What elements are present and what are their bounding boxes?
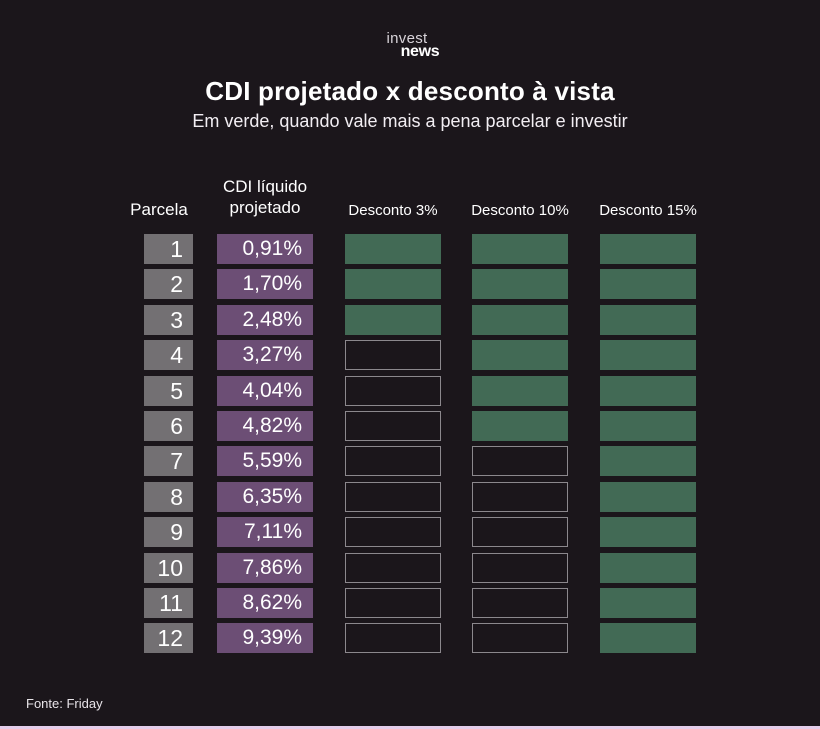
parcela-cell: 9 [144, 517, 193, 547]
desconto-15-cell [600, 482, 696, 512]
desconto-15-cell [600, 623, 696, 653]
cdi-cell: 8,62% [217, 588, 313, 618]
table-row: 3 2,48% [0, 305, 820, 335]
cdi-cell: 7,86% [217, 553, 313, 583]
desconto-10-cell [472, 376, 568, 406]
desconto-15-cell [600, 340, 696, 370]
desconto-15-cell [600, 411, 696, 441]
source-note: Fonte: Friday [26, 696, 103, 711]
table-row: 4 3,27% [0, 340, 820, 370]
bottom-accent-line [0, 726, 820, 729]
cdi-cell: 9,39% [217, 623, 313, 653]
table-row: 2 1,70% [0, 269, 820, 299]
desconto-15-cell [600, 305, 696, 335]
logo-line2: news [400, 43, 440, 60]
desconto-3-cell [345, 623, 441, 653]
desconto-10-cell [472, 517, 568, 547]
desconto-15-cell [600, 234, 696, 264]
desconto-10-cell [472, 553, 568, 583]
header-parcela: Parcela [130, 200, 188, 219]
desconto-10-cell [472, 340, 568, 370]
header-cdi: CDI líquido projetado [210, 176, 320, 218]
desconto-3-cell [345, 482, 441, 512]
desconto-15-cell [600, 553, 696, 583]
desconto-15-cell [600, 376, 696, 406]
cdi-cell: 1,70% [217, 269, 313, 299]
cdi-cell: 2,48% [217, 305, 313, 335]
cdi-cell: 4,82% [217, 411, 313, 441]
investnews-logo: invest news [0, 30, 820, 60]
table-row: 8 6,35% [0, 482, 820, 512]
desconto-10-cell [472, 411, 568, 441]
table-row: 1 0,91% [0, 234, 820, 264]
header-cdi-line2: projetado [229, 198, 301, 217]
table-row: 7 5,59% [0, 446, 820, 476]
desconto-15-cell [600, 269, 696, 299]
parcela-cell: 6 [144, 411, 193, 441]
desconto-3-cell [345, 446, 441, 476]
parcela-cell: 5 [144, 376, 193, 406]
cdi-cell: 5,59% [217, 446, 313, 476]
table-row: 6 4,82% [0, 411, 820, 441]
desconto-3-cell [345, 340, 441, 370]
cdi-cell: 6,35% [217, 482, 313, 512]
parcela-cell: 10 [144, 553, 193, 583]
desconto-10-cell [472, 588, 568, 618]
desconto-3-cell [345, 411, 441, 441]
desconto-10-cell [472, 269, 568, 299]
parcela-cell: 1 [144, 234, 193, 264]
desconto-3-cell [345, 305, 441, 335]
table-row: 9 7,11% [0, 517, 820, 547]
parcela-cell: 4 [144, 340, 193, 370]
desconto-15-cell [600, 446, 696, 476]
chart-title: CDI projetado x desconto à vista [205, 76, 615, 106]
header-cdi-line1: CDI líquido [222, 177, 308, 196]
desconto-15-cell [600, 517, 696, 547]
header-desconto-10: Desconto 10% [471, 202, 569, 219]
desconto-3-cell [345, 517, 441, 547]
desconto-3-cell [345, 376, 441, 406]
desconto-10-cell [472, 623, 568, 653]
table-row: 12 9,39% [0, 623, 820, 653]
header-desconto-15: Desconto 15% [599, 202, 697, 219]
table-row: 10 7,86% [0, 553, 820, 583]
desconto-15-cell [600, 588, 696, 618]
desconto-3-cell [345, 234, 441, 264]
cdi-cell: 7,11% [217, 517, 313, 547]
cdi-cell: 4,04% [217, 376, 313, 406]
desconto-10-cell [472, 446, 568, 476]
table-row: 11 8,62% [0, 588, 820, 618]
parcela-cell: 2 [144, 269, 193, 299]
chart-subtitle: Em verde, quando vale mais a pena parcel… [192, 111, 628, 131]
logo-line1: invest [386, 30, 428, 47]
desconto-10-cell [472, 305, 568, 335]
parcela-cell: 8 [144, 482, 193, 512]
cdi-cell: 0,91% [217, 234, 313, 264]
parcela-cell: 12 [144, 623, 193, 653]
parcela-cell: 3 [144, 305, 193, 335]
desconto-3-cell [345, 269, 441, 299]
desconto-3-cell [345, 588, 441, 618]
desconto-3-cell [345, 553, 441, 583]
header-desconto-3: Desconto 3% [348, 202, 438, 219]
desconto-10-cell [472, 234, 568, 264]
parcela-cell: 7 [144, 446, 193, 476]
cdi-cell: 3,27% [217, 340, 313, 370]
table-row: 5 4,04% [0, 376, 820, 406]
desconto-10-cell [472, 482, 568, 512]
parcela-cell: 11 [144, 588, 193, 618]
